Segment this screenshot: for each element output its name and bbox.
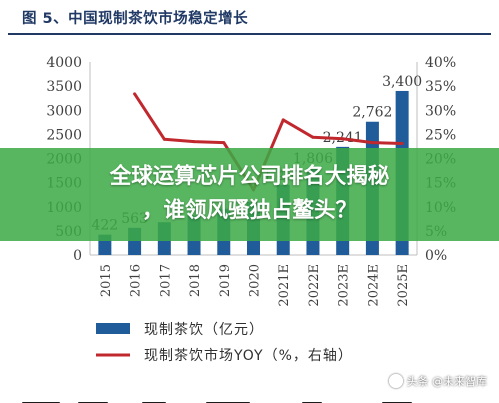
y-left-tick-label: 0 — [73, 248, 82, 264]
x-tick-label-2021E: 2021E — [277, 264, 292, 307]
yoy-point-2019 — [222, 141, 226, 145]
yoy-point-2021E — [281, 118, 285, 122]
x-tick-label-2025E: 2025E — [396, 264, 411, 307]
x-tick-label-2023E: 2023E — [337, 264, 352, 307]
yoy-point-2022E — [311, 135, 315, 139]
watermark: 头条 @未来智库 — [388, 373, 488, 389]
y-right-tick-label: 0% — [425, 248, 447, 264]
watermark-logo-icon — [388, 374, 403, 388]
y-right-tick-label: 35% — [425, 79, 456, 95]
y-right-tick-label: 25% — [425, 127, 456, 143]
x-tick-label-2016: 2016 — [129, 264, 144, 297]
title-divider — [8, 33, 491, 35]
x-tick-label-2020: 2020 — [248, 264, 263, 297]
yoy-point-2025E — [400, 142, 404, 146]
y-left-tick-label: 3000 — [46, 103, 82, 119]
yoy-point-2024E — [370, 141, 374, 145]
watermark-text: 头条 @未来智库 — [406, 375, 488, 388]
x-tick-label-2017: 2017 — [158, 264, 173, 297]
bar-value-label: 2,762 — [352, 105, 392, 121]
legend-bar-swatch — [96, 323, 130, 334]
y-right-tick-label: 40% — [425, 55, 456, 71]
legend-line-label: 现制茶饮市场YOY（%，右轴） — [144, 347, 353, 364]
y-left-tick-label: 2500 — [46, 127, 82, 143]
x-tick-label-2024E: 2024E — [366, 264, 381, 307]
x-tick-label-2019: 2019 — [218, 264, 233, 297]
yoy-point-2018 — [192, 140, 196, 144]
y-right-tick-label: 30% — [425, 103, 456, 119]
cropped-caption-strip — [0, 392, 499, 403]
yoy-point-2016 — [133, 92, 137, 96]
x-tick-label-2022E: 2022E — [307, 264, 322, 307]
headline-banner[interactable]: 全球运算芯片公司排名大揭秘 ，谁领风骚独占鳌头？ — [0, 148, 499, 241]
figure-header: 图 5、中国现制茶饮市场稳定增长 — [0, 0, 499, 40]
y-left-tick-label: 3500 — [46, 79, 82, 95]
yoy-point-2023E — [341, 137, 345, 141]
yoy-point-2017 — [162, 137, 166, 141]
x-tick-label-2018: 2018 — [188, 264, 203, 297]
x-tick-label-2015: 2015 — [99, 264, 114, 297]
y-left-tick-label: 4000 — [46, 55, 82, 71]
figure-title: 图 5、中国现制茶饮市场稳定增长 — [22, 11, 249, 27]
headline-text[interactable]: 全球运算芯片公司排名大揭秘 ，谁领风骚独占鳌头？ — [109, 164, 390, 223]
legend-bar-label: 现制茶饮（亿元） — [144, 322, 264, 338]
bar-value-label: 3,400 — [382, 74, 422, 90]
